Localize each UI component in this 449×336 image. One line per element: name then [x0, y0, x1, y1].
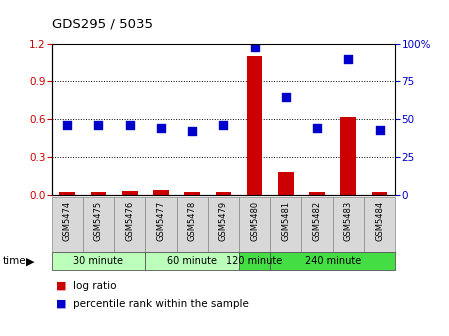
Bar: [83, 197, 114, 252]
Text: GSM5477: GSM5477: [156, 201, 165, 241]
Bar: [239, 252, 270, 270]
Point: [376, 127, 383, 133]
Bar: [145, 252, 239, 270]
Bar: [364, 197, 395, 252]
Bar: [340, 117, 356, 195]
Text: 120 minute: 120 minute: [226, 256, 283, 266]
Point: [126, 123, 133, 128]
Bar: [270, 252, 395, 270]
Text: percentile rank within the sample: percentile rank within the sample: [73, 299, 249, 309]
Bar: [185, 192, 200, 195]
Bar: [333, 197, 364, 252]
Text: GSM5484: GSM5484: [375, 201, 384, 241]
Bar: [52, 197, 83, 252]
Point: [282, 94, 290, 99]
Point: [64, 123, 71, 128]
Text: GSM5476: GSM5476: [125, 201, 134, 241]
Text: log ratio: log ratio: [73, 281, 117, 291]
Bar: [372, 192, 387, 195]
Text: ▶: ▶: [26, 256, 35, 266]
Text: ■: ■: [56, 281, 66, 291]
Point: [345, 56, 352, 61]
Point: [95, 123, 102, 128]
Bar: [153, 190, 169, 195]
Bar: [91, 192, 106, 195]
Text: GDS295 / 5035: GDS295 / 5035: [52, 17, 153, 30]
Text: time: time: [2, 256, 26, 266]
Text: 30 minute: 30 minute: [74, 256, 123, 266]
Bar: [309, 192, 325, 195]
Point: [220, 123, 227, 128]
Bar: [216, 192, 231, 195]
Bar: [114, 197, 145, 252]
Bar: [239, 197, 270, 252]
Bar: [122, 191, 137, 195]
Text: GSM5479: GSM5479: [219, 201, 228, 241]
Text: GSM5475: GSM5475: [94, 201, 103, 241]
Text: GSM5474: GSM5474: [63, 201, 72, 241]
Text: ■: ■: [56, 299, 66, 309]
Text: GSM5478: GSM5478: [188, 201, 197, 241]
Text: 60 minute: 60 minute: [167, 256, 217, 266]
Text: 240 minute: 240 minute: [304, 256, 361, 266]
Text: GSM5481: GSM5481: [282, 201, 291, 241]
Point: [313, 126, 321, 131]
Bar: [145, 197, 176, 252]
Text: GSM5483: GSM5483: [344, 201, 353, 241]
Point: [189, 129, 196, 134]
Bar: [301, 197, 333, 252]
Bar: [278, 172, 294, 195]
Point: [251, 44, 258, 49]
Bar: [59, 192, 75, 195]
Point: [157, 126, 164, 131]
Bar: [208, 197, 239, 252]
Text: GSM5482: GSM5482: [313, 201, 321, 241]
Bar: [270, 197, 301, 252]
Bar: [176, 197, 208, 252]
Bar: [52, 252, 145, 270]
Text: GSM5480: GSM5480: [250, 201, 259, 241]
Bar: [247, 56, 262, 195]
